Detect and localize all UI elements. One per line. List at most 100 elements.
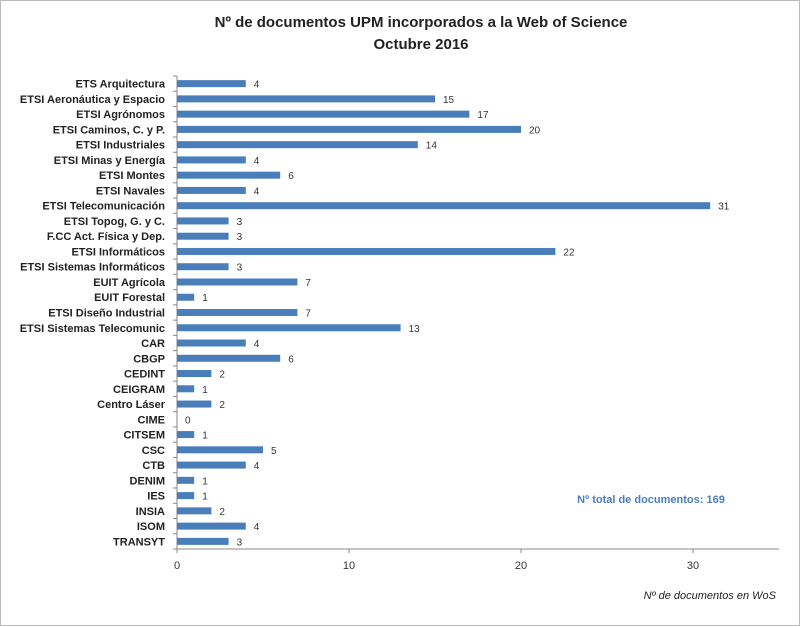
bar (177, 125, 521, 133)
bar (177, 110, 470, 118)
category-label: ETSI Navales (96, 185, 165, 197)
data-label: 4 (254, 339, 260, 350)
bar (177, 171, 281, 179)
category-label: ETSI Aeronáutica y Espacio (20, 94, 165, 106)
bar (177, 354, 281, 362)
data-label: 5 (271, 446, 277, 457)
category-label: Centro Láser (97, 399, 166, 411)
data-label: 31 (718, 202, 730, 213)
bar (177, 385, 195, 393)
bar (177, 476, 195, 484)
data-label: 22 (563, 247, 575, 258)
bar (177, 156, 246, 164)
bar (177, 278, 298, 286)
x-tick-label: 10 (343, 560, 355, 572)
category-label: ETSI Telecomunicación (42, 201, 165, 213)
bar (177, 537, 229, 545)
category-label: ETS Arquitectura (76, 79, 166, 91)
data-label: 4 (254, 186, 260, 197)
bar (177, 461, 246, 469)
data-label: 13 (409, 324, 421, 335)
category-label: IES (147, 491, 165, 503)
data-label: 2 (219, 400, 225, 411)
bar (177, 446, 263, 454)
x-tick-label: 0 (174, 560, 180, 572)
category-label: CEIGRAM (113, 384, 165, 396)
bar (177, 492, 195, 500)
category-label: ETSI Agrónomos (76, 109, 165, 121)
data-label: 7 (305, 309, 311, 320)
category-label: CSC (142, 445, 165, 457)
bar (177, 507, 212, 515)
bar (177, 431, 195, 439)
data-label: 15 (443, 95, 455, 106)
data-label: 4 (254, 461, 260, 472)
data-label: 1 (202, 385, 208, 396)
data-label: 14 (426, 141, 438, 152)
category-label: CTB (142, 460, 165, 472)
data-label: 4 (254, 80, 260, 91)
category-label: CEDINT (124, 369, 165, 381)
bar (177, 217, 229, 225)
data-label: 0 (185, 415, 191, 426)
category-label: ETSI Diseño Industrial (48, 308, 165, 320)
x-tick-label: 20 (515, 560, 527, 572)
category-label: CITSEM (123, 430, 165, 442)
bar (177, 263, 229, 271)
category-label: ETSI Topog, G. y C. (64, 216, 165, 228)
bar (177, 202, 711, 210)
chart-subtitle: Octubre 2016 (373, 36, 468, 53)
bar (177, 141, 418, 149)
category-label: TRANSYT (113, 536, 165, 548)
category-label: ETSI Montes (99, 170, 165, 182)
data-label: 4 (254, 156, 260, 167)
data-label: 20 (529, 125, 541, 136)
data-label: 4 (254, 522, 260, 533)
category-label: DENIM (130, 475, 165, 487)
bar (177, 324, 401, 332)
category-label: ETSI Sistemas Informáticos (20, 262, 165, 274)
category-label: EUIT Agrícola (93, 277, 166, 289)
bar (177, 293, 195, 301)
bar (177, 339, 246, 347)
total-annotation: Nº total de documentos: 169 (577, 494, 725, 506)
data-label: 17 (477, 110, 489, 121)
x-tick-label: 30 (687, 560, 699, 572)
bar (177, 232, 229, 240)
bar (177, 370, 212, 378)
category-label: CAR (141, 338, 165, 350)
data-label: 1 (202, 492, 208, 503)
data-label: 3 (237, 217, 243, 228)
category-label: ETSI Informáticos (71, 246, 165, 258)
data-label: 7 (305, 278, 311, 289)
data-label: 6 (288, 354, 294, 365)
bar (177, 80, 246, 88)
bar (177, 522, 246, 530)
data-label: 1 (202, 476, 208, 487)
category-label: ISOM (137, 521, 165, 533)
data-label: 3 (237, 232, 243, 243)
bar (177, 400, 212, 408)
data-label: 6 (288, 171, 294, 182)
data-label: 1 (202, 293, 208, 304)
category-label: ETSI Caminos, C. y P. (53, 124, 165, 136)
data-label: 3 (237, 263, 243, 274)
chart-title: Nº de documentos UPM incorporados a la W… (215, 14, 628, 31)
bar (177, 247, 556, 255)
category-label: CBGP (133, 353, 165, 365)
category-label: EUIT Forestal (94, 292, 165, 304)
x-axis-label: Nº de documentos en WoS (644, 590, 777, 602)
data-label: 3 (237, 537, 243, 548)
data-label: 2 (219, 507, 225, 518)
category-label: CIME (138, 414, 166, 426)
data-label: 1 (202, 431, 208, 442)
category-label: ETSI Minas y Energía (54, 155, 166, 167)
bar (177, 309, 298, 316)
data-label: 2 (219, 370, 225, 381)
category-label: ETSI Sistemas Telecomunic (20, 323, 165, 335)
category-label: ETSI Industriales (76, 140, 165, 152)
bar (177, 95, 435, 103)
category-label: INSIA (136, 506, 165, 518)
